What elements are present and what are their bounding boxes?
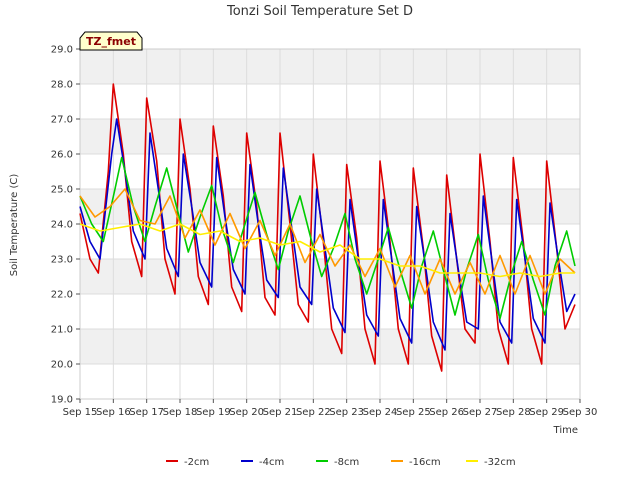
x-tick-label: Sep 27 — [463, 407, 498, 418]
x-tick-label: Sep 28 — [496, 407, 531, 418]
y-tick-label: 27.0 — [51, 115, 73, 126]
y-tick-label: 28.0 — [51, 80, 73, 91]
x-tick-label: Sep 30 — [563, 407, 598, 418]
y-tick-label: 20.0 — [51, 360, 73, 371]
y-axis-label: Soil Temperature (C) — [9, 174, 20, 277]
legend-label: -8cm — [334, 457, 359, 468]
annotation-badge-shape — [79, 31, 143, 51]
y-tick-label: 21.0 — [51, 325, 73, 336]
grid-band — [80, 119, 580, 154]
series-line-4cmcm — [79, 118, 576, 351]
x-tick-label: Sep 29 — [529, 407, 564, 418]
legend-label: -4cm — [259, 457, 284, 468]
legend-label: -2cm — [184, 457, 209, 468]
x-tick-label: Sep 20 — [229, 407, 264, 418]
series-layer — [79, 83, 576, 372]
x-tick-label: Sep 22 — [296, 407, 331, 418]
x-tick-label: Sep 17 — [129, 407, 164, 418]
x-axis-label: Time — [553, 425, 578, 436]
x-tick-label: Sep 21 — [263, 407, 298, 418]
x-tick-label: Sep 26 — [429, 407, 464, 418]
x-tick-label: Sep 16 — [96, 407, 131, 418]
y-axis: 19.0 20.0 21.0 22.0 23.0 24.0 25.0 26.0 27.0 28.0… — [51, 45, 80, 406]
x-tick-label: Sep 23 — [329, 407, 364, 418]
legend-label: -16cm — [409, 457, 441, 468]
grid-band — [80, 329, 580, 364]
legend: -2cm -4cm -8cm -16cm -32cm — [166, 457, 516, 468]
y-tick-label: 29.0 — [51, 45, 73, 56]
x-tick-label: Sep 24 — [363, 407, 398, 418]
x-tick-label: Sep 19 — [196, 407, 231, 418]
y-tick-label: 25.0 — [51, 185, 73, 196]
legend-label: -32cm — [484, 457, 516, 468]
x-tick-label: Sep 25 — [396, 407, 431, 418]
grid-band — [80, 189, 580, 224]
grid-band — [80, 49, 580, 84]
x-tick-label: Sep 18 — [163, 407, 198, 418]
y-tick-label: 23.0 — [51, 255, 73, 266]
series-line-32cmcm — [79, 223, 575, 278]
y-tick-label: 24.0 — [51, 220, 73, 231]
annotation-text: TZ_fmet — [86, 35, 136, 48]
chart-title: Tonzi Soil Temperature Set D — [226, 4, 413, 19]
y-tick-label: 26.0 — [51, 150, 73, 161]
x-tick-label: Sep 15 — [63, 407, 98, 418]
y-tick-label: 19.0 — [51, 395, 73, 406]
series-line-8cmcm — [79, 156, 576, 320]
annotation-badge: TZ_fmet — [79, 31, 143, 51]
y-tick-label: 22.0 — [51, 290, 73, 301]
